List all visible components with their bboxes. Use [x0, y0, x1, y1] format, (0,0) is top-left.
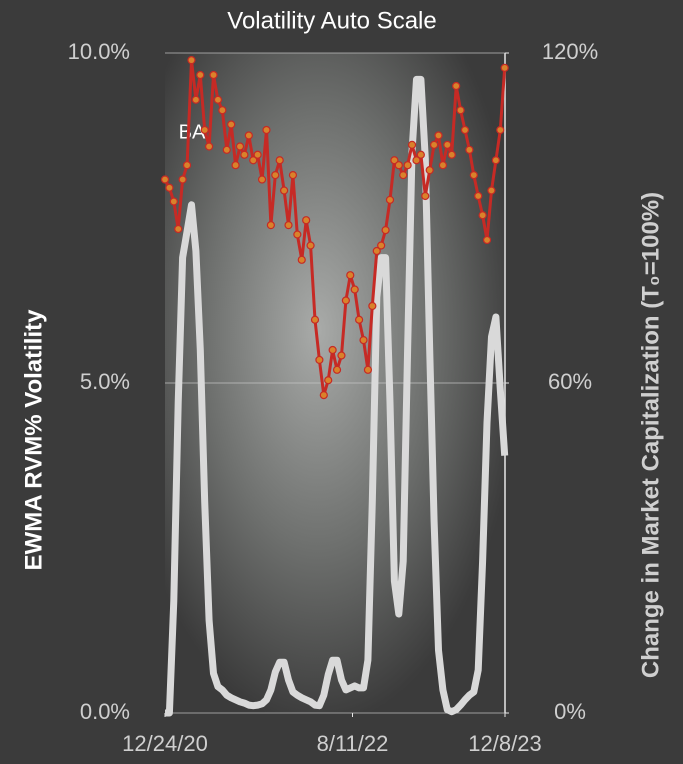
series-marker: [213, 95, 223, 104]
series-marker: [390, 156, 399, 165]
y2-tick-label: 60%: [548, 369, 592, 394]
series-marker: [465, 145, 474, 154]
series-marker: [496, 125, 505, 135]
series-marker: [421, 191, 430, 201]
series-marker: [240, 150, 249, 159]
chart-title: Volatility Auto Scale: [227, 7, 436, 34]
series-marker: [231, 161, 240, 170]
y2-tick-label: 120%: [542, 39, 598, 64]
series-marker: [293, 230, 302, 239]
series-marker: [174, 224, 183, 234]
series-marker: [491, 156, 500, 165]
series-marker: [284, 221, 293, 230]
series-marker: [315, 355, 324, 364]
series-marker: [412, 156, 421, 165]
y-axis-title: EWMA RVM% Volatility: [20, 309, 47, 571]
series-marker: [262, 125, 271, 135]
series-marker: [447, 150, 456, 159]
series-marker: [191, 95, 200, 104]
series-marker: [474, 191, 483, 201]
x-tick-label: 12/24/20: [122, 731, 208, 756]
series-marker: [182, 161, 192, 170]
series-marker: [381, 226, 390, 235]
y2-axis-title: Change in Market Capitalization (T₀=100%…: [637, 192, 664, 678]
series-marker: [253, 150, 262, 159]
series-marker: [328, 345, 337, 355]
series-marker: [160, 175, 170, 184]
series-marker: [306, 241, 315, 250]
series-marker: [280, 186, 289, 195]
series-marker: [244, 131, 253, 140]
series-marker: [200, 125, 209, 135]
y-tick-label: 0.0%: [80, 699, 130, 724]
series-marker: [196, 70, 205, 80]
y-tick-label: 10.0%: [68, 39, 130, 64]
series-marker: [332, 365, 342, 374]
series-marker: [178, 175, 187, 184]
series-marker: [407, 140, 417, 149]
series-marker: [377, 241, 386, 250]
series-marker: [487, 186, 496, 195]
series-marker: [346, 271, 355, 280]
series-marker: [249, 156, 258, 165]
series-marker: [434, 131, 443, 140]
series-marker: [187, 56, 196, 65]
y2-tick-label: 0%: [554, 699, 586, 724]
annotation: BA: [179, 121, 206, 143]
series-marker: [469, 171, 478, 180]
series-marker: [310, 315, 320, 324]
series-marker: [227, 120, 236, 129]
series-marker: [266, 221, 275, 230]
series-marker: [416, 150, 425, 159]
series-marker: [235, 142, 245, 151]
x-tick-label: 12/8/23: [468, 731, 541, 756]
series-marker: [425, 166, 434, 175]
series-marker: [288, 171, 298, 180]
series-marker: [443, 140, 452, 149]
series-marker: [399, 171, 408, 180]
series-marker: [403, 161, 412, 170]
series-marker: [218, 106, 227, 115]
series-marker: [500, 63, 509, 72]
series-marker: [368, 301, 377, 311]
series-marker: [456, 106, 465, 115]
series-marker: [209, 70, 218, 80]
series-marker: [452, 81, 461, 91]
series-marker: [430, 140, 439, 149]
series-marker: [350, 285, 359, 294]
series-line: [165, 75, 509, 717]
series-marker: [324, 376, 333, 385]
series-marker: [319, 391, 328, 400]
series-marker: [341, 296, 350, 305]
series-marker: [271, 171, 280, 180]
y-tick-label: 5.0%: [80, 369, 130, 394]
series-marker: [302, 216, 311, 225]
series-marker: [359, 336, 368, 345]
series-marker: [385, 195, 395, 204]
series-marker: [482, 235, 492, 245]
series-marker: [165, 183, 174, 192]
series-marker: [222, 145, 231, 154]
series-marker: [257, 175, 267, 184]
series-marker: [372, 246, 381, 256]
series-marker: [205, 142, 214, 151]
series-marker: [363, 365, 373, 374]
series-marker: [394, 161, 403, 170]
series-marker: [460, 125, 470, 135]
series-marker: [478, 211, 487, 220]
x-tick-label: 8/11/22: [317, 731, 389, 756]
series-marker: [297, 255, 306, 264]
series-marker: [355, 315, 364, 324]
series-marker: [169, 197, 178, 206]
series-marker: [275, 156, 284, 165]
series-marker: [438, 161, 448, 170]
series-marker: [337, 351, 346, 360]
